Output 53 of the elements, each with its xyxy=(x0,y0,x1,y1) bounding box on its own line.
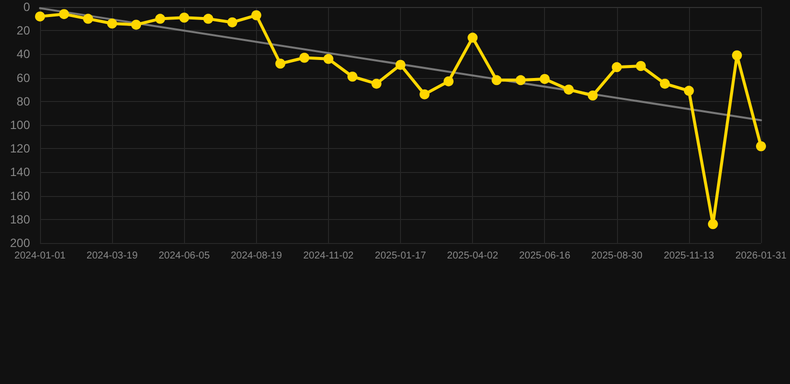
point xyxy=(684,86,694,96)
y-tick-label: 40 xyxy=(16,47,30,62)
point xyxy=(444,76,454,86)
y-tick-label: 20 xyxy=(16,24,30,38)
point xyxy=(299,52,310,63)
x-tick-label: 2025-01-17 xyxy=(374,250,427,262)
point xyxy=(107,18,118,29)
point xyxy=(588,90,598,100)
x-tick-label: 2026-01-31 xyxy=(735,250,788,262)
y-tick-label: 200 xyxy=(10,236,30,250)
point xyxy=(59,9,70,20)
x-tick-label: 2024-08-19 xyxy=(230,250,282,262)
x-tick-label: 2025-06-16 xyxy=(519,250,571,262)
point xyxy=(155,14,166,24)
point xyxy=(251,10,262,20)
point xyxy=(203,14,214,24)
point xyxy=(732,50,742,60)
point xyxy=(275,58,286,69)
x-tick-label: 2024-01-01 xyxy=(14,250,66,262)
point xyxy=(660,78,670,89)
point xyxy=(371,78,382,89)
y-tick-label: 120 xyxy=(10,142,30,156)
x-tick-label: 2024-03-19 xyxy=(86,250,138,262)
y-tick-label: 100 xyxy=(10,118,30,132)
x-tick-label: 2025-08-30 xyxy=(591,250,643,262)
point xyxy=(347,72,358,82)
point xyxy=(179,12,190,23)
point xyxy=(131,20,142,30)
point xyxy=(420,89,430,100)
point xyxy=(756,141,766,152)
point xyxy=(83,14,94,24)
y-tick-label: 0 xyxy=(23,0,30,14)
point xyxy=(564,84,574,95)
point xyxy=(636,61,646,71)
point xyxy=(612,62,622,72)
point xyxy=(35,11,45,22)
point xyxy=(227,17,238,28)
y-tick-label: 180 xyxy=(10,212,30,226)
x-tick-label: 2024-11-02 xyxy=(303,250,354,262)
point xyxy=(492,75,502,86)
y-tick-label: 160 xyxy=(10,188,30,203)
y-tick-label: 140 xyxy=(10,165,30,180)
point xyxy=(516,75,526,86)
point xyxy=(468,32,478,43)
point xyxy=(540,74,550,84)
x-tick-label: 2025-04-02 xyxy=(447,250,499,262)
point xyxy=(396,60,406,70)
x-tick-label: 2025-11-13 xyxy=(664,250,715,262)
point xyxy=(323,54,334,64)
x-tick-label: 2024-06-05 xyxy=(158,250,210,262)
y-tick-label: 80 xyxy=(16,94,30,108)
y-tick-label: 60 xyxy=(16,70,30,85)
point xyxy=(708,219,718,230)
